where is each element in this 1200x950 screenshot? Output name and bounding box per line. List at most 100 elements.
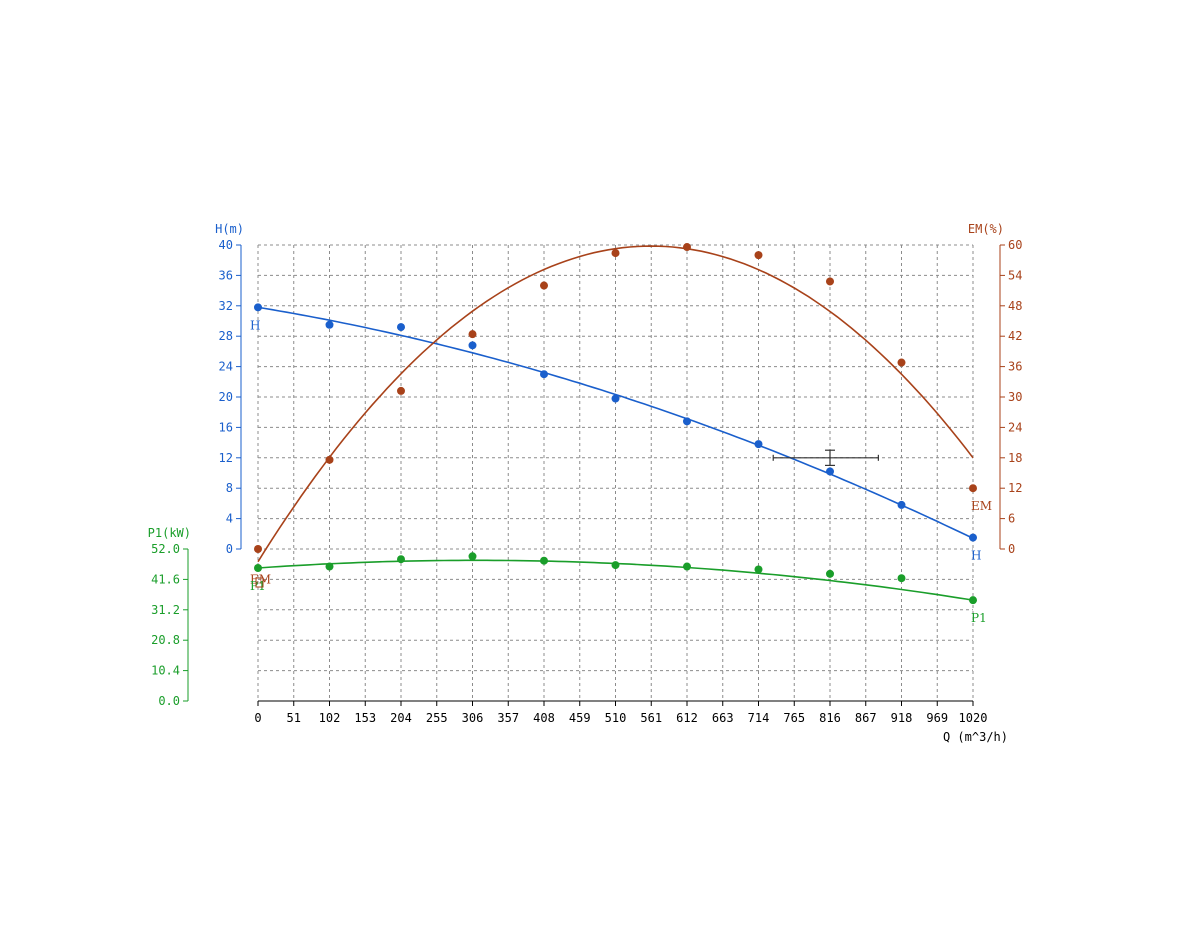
start-marker (255, 577, 264, 588)
x-tick-label: 0 (254, 711, 261, 725)
x-tick-label: 357 (497, 711, 519, 725)
y-tick-label-h: 24 (219, 360, 233, 374)
data-point-p1 (540, 556, 548, 565)
data-point-em (969, 484, 977, 493)
y-tick-label-h: 16 (219, 420, 233, 434)
data-point-h (897, 500, 906, 509)
data-point-em (897, 358, 906, 367)
data-point-em (325, 455, 334, 464)
data-point-h (826, 467, 834, 476)
data-point-h (969, 533, 977, 542)
series-line-h (257, 306, 974, 540)
x-tick-label: 714 (748, 711, 770, 725)
x-tick-label: 816 (819, 711, 841, 725)
data-point-h (540, 370, 548, 379)
data-point-p1 (754, 565, 763, 574)
y-tick-label-p1: 31.2 (151, 603, 180, 617)
y-tick-label-h: 8 (226, 481, 233, 495)
data-point-p1 (897, 574, 906, 583)
curve-label-start-p1: P1 (250, 579, 266, 593)
data-point-em (611, 249, 620, 258)
data-point-h (397, 323, 405, 332)
data-point-em (540, 281, 548, 290)
data-point-em (683, 243, 691, 252)
x-tick-label: 459 (569, 711, 591, 725)
x-tick-label: 1020 (959, 711, 988, 725)
data-point-h (468, 341, 477, 350)
data-point-p1 (611, 561, 620, 570)
x-tick-label: 51 (287, 711, 301, 725)
data-point-p1 (397, 555, 405, 564)
y-tick-label-p1: 20.8 (151, 633, 180, 647)
y-tick-label-h: 0 (226, 542, 233, 556)
curve-label-start-h: H (250, 318, 260, 332)
y-tick-label-p1: 0.0 (158, 694, 180, 708)
x-tick-label: 102 (319, 711, 341, 725)
axes: 0 51 102 153 204 255 306 357 408 459 510 561 612 663 7… (148, 222, 1023, 744)
y-axis-title-p1: P1(kW) (148, 526, 191, 540)
data-point-h (754, 440, 763, 449)
y-tick-label-em: 0 (1008, 542, 1015, 556)
y-tick-label-em: 36 (1008, 360, 1022, 374)
x-tick-label: 306 (462, 711, 484, 725)
y-tick-label-h: 36 (219, 268, 233, 282)
y-tick-label-h: 12 (219, 451, 233, 465)
x-tick-label: 765 (783, 711, 805, 725)
x-tick-label: 510 (605, 711, 627, 725)
grid (257, 244, 974, 702)
y-tick-label-h: 20 (219, 390, 233, 404)
y-tick-label-h: 40 (219, 238, 233, 252)
y-tick-label-h: 4 (226, 512, 233, 526)
curve-label-start-em: EM (250, 573, 271, 587)
curve-label-end-p1: P1 (971, 611, 987, 625)
y-tick-label-p1: 52.0 (151, 542, 180, 556)
data-point-p1 (325, 562, 334, 571)
y-tick-label-em: 12 (1008, 481, 1022, 495)
data-point-h (254, 303, 262, 312)
x-tick-label: 204 (390, 711, 412, 725)
y-tick-label-h: 32 (219, 299, 233, 313)
y-tick-label-em: 6 (1008, 512, 1015, 526)
y-tick-label-em: 48 (1008, 299, 1022, 313)
y-axis-title-em: EM(%) (968, 222, 1004, 236)
x-tick-label: 663 (712, 711, 734, 725)
x-tick-label: 153 (354, 711, 376, 725)
x-tick-label: 918 (891, 711, 913, 725)
data-point-em (754, 251, 763, 260)
series-line-em (257, 245, 974, 563)
x-tick-label: 867 (855, 711, 877, 725)
x-tick-label: 612 (676, 711, 698, 725)
data-point-em (397, 386, 405, 395)
y-tick-label-em: 30 (1008, 390, 1022, 404)
x-axis-title: Q (m^3/h) (943, 730, 1008, 744)
data-point-em (254, 545, 262, 553)
y-tick-label-h: 28 (219, 329, 233, 343)
data-point-h (611, 394, 620, 403)
annotations (255, 449, 879, 588)
x-tick-label: 969 (926, 711, 948, 725)
curve-label-end-em: EM (971, 499, 992, 513)
y-tick-label-em: 18 (1008, 451, 1022, 465)
data-point-p1 (826, 569, 834, 578)
data-point-p1 (969, 596, 977, 605)
y-tick-label-em: 60 (1008, 238, 1022, 252)
data-point-p1 (254, 564, 262, 572)
data-point-h (683, 417, 691, 426)
data-point-h (325, 320, 334, 329)
data-point-em (826, 277, 834, 286)
x-tick-label: 408 (533, 711, 555, 725)
x-tick-label: 561 (640, 711, 662, 725)
y-tick-label-em: 24 (1008, 420, 1022, 434)
y-tick-label-p1: 41.6 (151, 572, 180, 586)
y-tick-label-em: 54 (1008, 268, 1022, 282)
y-axis-title-h: H(m) (215, 222, 244, 236)
curve-label-end-h: H (971, 549, 981, 563)
data-point-p1 (683, 562, 691, 571)
data-point-p1 (468, 552, 477, 561)
data-point-em (468, 330, 477, 339)
x-tick-label: 255 (426, 711, 448, 725)
y-tick-label-em: 42 (1008, 329, 1022, 343)
y-tick-label-p1: 10.4 (151, 664, 180, 678)
